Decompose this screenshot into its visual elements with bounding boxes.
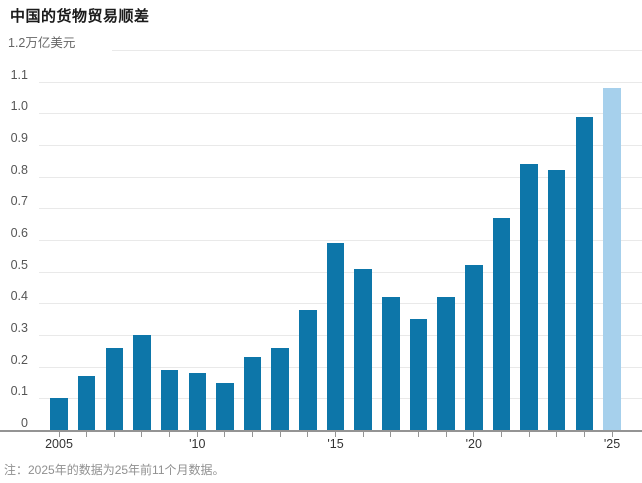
x-axis-tick: [252, 432, 254, 437]
x-axis-label-10: '10: [189, 437, 206, 451]
y-axis-label-0.5: 0.5: [10, 257, 28, 272]
bar-2011: [216, 382, 234, 430]
x-axis-tick: [196, 432, 198, 437]
gridline-0.7: [39, 208, 642, 210]
x-axis-tick: [169, 432, 171, 437]
x-axis-label-25: '25: [603, 437, 621, 451]
x-axis-label-20: '20: [465, 437, 482, 451]
gridline-1.0: [39, 113, 642, 115]
x-axis-tick: [113, 432, 115, 437]
bar-2019: [437, 297, 455, 430]
x-axis-tick: [556, 432, 558, 437]
bar-2016: [354, 268, 372, 430]
y-axis-label-0.3: 0.3: [10, 321, 28, 335]
x-axis-tick: [224, 432, 226, 437]
bar-2009: [160, 369, 179, 430]
y-axis-label-0.1: 0.1: [10, 384, 28, 399]
x-axis-tick: [417, 432, 419, 437]
y-axis-label-1.0: 1.0: [10, 99, 28, 114]
chart-title: 中国的货物贸易顺差: [10, 8, 150, 25]
chart-footnote: 注：2025年的数据为25年前11个月数据。: [4, 463, 225, 477]
bar-2024: [575, 116, 594, 430]
x-axis-tick: [473, 432, 475, 437]
gridline-1.2: [112, 50, 642, 51]
bar-2015: [326, 243, 345, 430]
x-axis-tick: [86, 432, 88, 437]
x-axis-tick: [335, 432, 336, 437]
x-axis-tick: [362, 432, 364, 437]
gridline-1.1: [39, 81, 642, 83]
gridline-0.6: [39, 240, 642, 241]
x-axis-tick: [307, 432, 309, 437]
gridline-0.9: [39, 145, 642, 146]
y-axis-label-0.9: 0.9: [10, 131, 28, 145]
y-axis-label-0.8: 0.8: [10, 162, 28, 177]
bar-2005: [50, 398, 68, 430]
y-axis-label-0.7: 0.7: [10, 194, 28, 209]
bar-2007: [105, 347, 124, 430]
bar-2025: [603, 88, 621, 430]
bar-2006: [77, 376, 96, 430]
bar-2023: [547, 170, 566, 430]
y-axis-label-1.1: 1.1: [10, 67, 28, 82]
bar-2010: [188, 373, 206, 430]
y-axis-label-0.4: 0.4: [10, 289, 28, 304]
y-axis-unit-label: 1.2万亿美元: [8, 36, 76, 50]
x-axis-tick: [528, 432, 530, 437]
bar-2018: [409, 319, 428, 430]
x-axis-tick: [611, 432, 613, 437]
x-axis-tick: [279, 432, 281, 437]
bar-2020: [465, 265, 483, 430]
bar-2021: [492, 217, 511, 430]
bar-2012: [243, 357, 262, 430]
bar-2008: [133, 335, 151, 430]
x-axis-tick: [445, 432, 447, 437]
x-axis-line: [0, 429, 642, 432]
bar-2013: [271, 347, 289, 430]
bar-2017: [382, 297, 400, 430]
x-axis-label-2005: 2005: [45, 437, 73, 451]
y-axis-label-0.2: 0.2: [10, 352, 28, 367]
x-axis-tick: [141, 432, 143, 437]
y-axis-label-0: 0: [21, 416, 28, 430]
y-axis-label-0.6: 0.6: [10, 226, 28, 240]
bar-2022: [520, 164, 538, 430]
gridline-0.8: [39, 176, 642, 178]
x-axis-tick: [500, 432, 502, 437]
x-axis-tick: [58, 432, 60, 437]
x-axis-tick: [390, 432, 392, 437]
x-axis-label-15: '15: [327, 437, 344, 451]
x-axis-tick: [583, 432, 585, 437]
bar-2014: [299, 309, 317, 430]
